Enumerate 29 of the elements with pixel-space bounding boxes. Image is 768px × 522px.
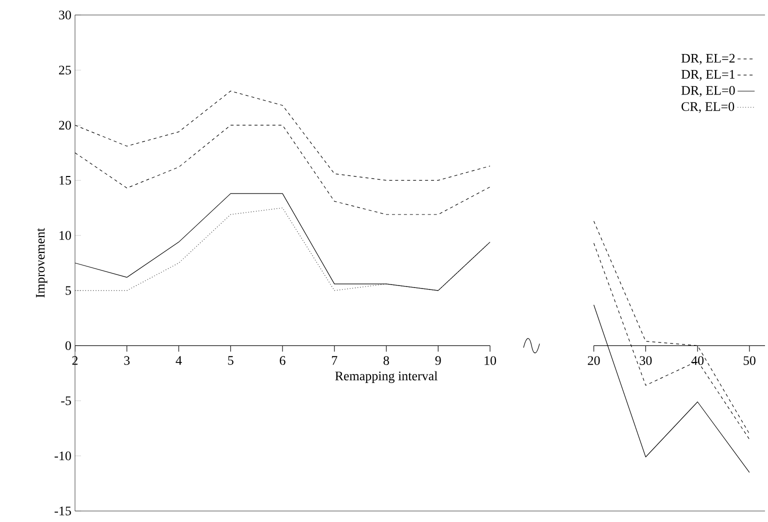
x-tick-label: 2 — [72, 356, 78, 365]
legend-label: DR, EL=0 — [681, 86, 735, 97]
x-axis-title: Remapping interval — [335, 371, 438, 384]
y-tick-label: 10 — [60, 231, 71, 240]
y-tick-label: -10 — [54, 452, 71, 460]
x-tick-label: 40 — [691, 356, 704, 365]
x-tick-label: 20 — [588, 356, 600, 365]
x-tick-label: 6 — [280, 356, 286, 365]
y-tick-label: -15 — [54, 506, 71, 516]
x-tick-label: 7 — [332, 356, 338, 365]
x-tick-label: 9 — [435, 356, 441, 365]
x-tick-label: 8 — [384, 356, 390, 365]
y-axis-title: Improvement — [36, 228, 48, 298]
x-tick-label: 4 — [176, 356, 182, 365]
y-tick-label: 5 — [66, 286, 71, 295]
y-tick-label: -5 — [61, 396, 71, 406]
x-tick-label: 10 — [484, 356, 496, 365]
y-tick-label: 20 — [59, 120, 71, 130]
x-tick-label: 30 — [640, 356, 652, 365]
y-tick-label: 0 — [65, 341, 71, 350]
y-tick-label: 15 — [60, 176, 71, 185]
legend-label: DR, EL=1 — [681, 70, 735, 81]
x-tick-label: 3 — [124, 356, 130, 365]
y-tick-label: 25 — [59, 66, 71, 74]
y-tick-label: 30 — [59, 10, 71, 20]
legend-label: CR, EL=0 — [682, 102, 734, 113]
legend-label: DR, EL=2 — [681, 54, 735, 65]
x-tick-label: 50 — [744, 356, 756, 365]
x-tick-label: 5 — [228, 356, 234, 365]
